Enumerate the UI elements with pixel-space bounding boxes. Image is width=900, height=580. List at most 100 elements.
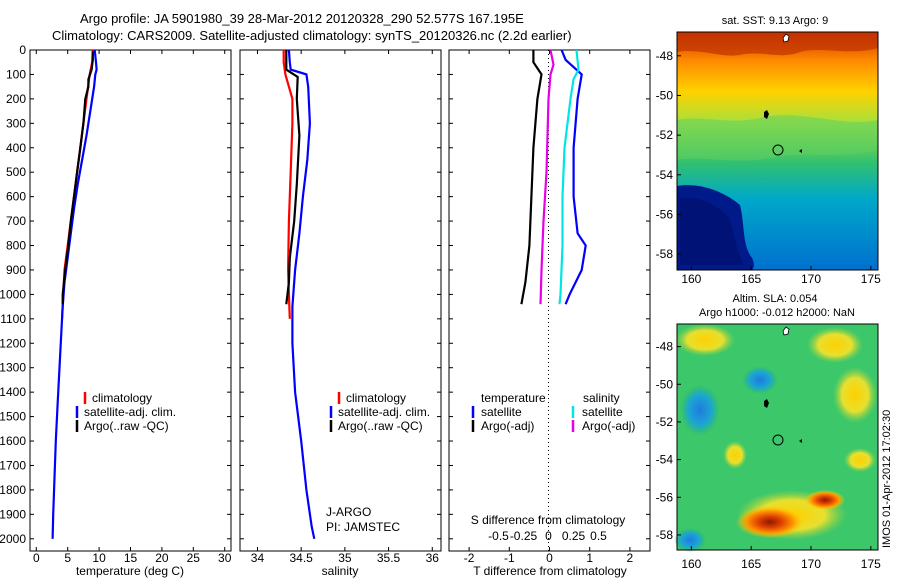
map-x-tick-label: 165 [741,557,761,571]
legend-label-satellite: satellite-adj. clim. [338,405,430,419]
map-y-tick-label: -54 [656,168,674,182]
sst-warm-band [677,32,878,56]
depth-tick-label: 1100 [0,312,26,326]
sst-island-marker [799,149,802,153]
legend-label-t-argo: Argo(-adj) [481,419,534,433]
temperature-x-axis: 0 5 10 15 20 25 30 [33,50,232,565]
series-line-satellite-adj-clim- [51,49,98,539]
difference-x-axis: -2 -1 0 1 2 -0.5 -0.25 0 0.25 0.5 [464,50,634,565]
salinity-axis-label: salinity [322,564,359,578]
map-x-tick-label: 175 [861,557,881,571]
sst-map-title: sat. SST: 9.13 Argo: 9 [722,15,828,27]
depth-tick-label: 2000 [0,532,26,546]
depth-tick-label: 600 [6,190,26,204]
s-difference-axis-label: S difference from climatology [471,513,626,527]
sla-blob [807,327,863,363]
depth-tick-label: 1500 [0,410,26,424]
s-diff-tick-label: 0.25 [562,529,586,543]
sla-high-anomaly [736,506,804,538]
map-y-tick-label: -56 [656,490,674,504]
map-y-tick-label: -52 [656,415,674,429]
x-tick-label: 5 [64,551,71,565]
s-diff-tick-label: -0.5 [488,529,509,543]
depth-tick-label: 1900 [0,507,26,521]
temperature-legend: climatology satellite-adj. clim. Argo(..… [75,391,176,433]
depth-tick-label: 1600 [0,434,26,448]
sla-blob [723,441,747,469]
float-program-label: J-ARGO [326,505,371,519]
map-y-tick-label: -50 [656,88,674,102]
x-tick-label: 1 [586,551,593,565]
sst-island-marker [764,110,769,119]
depth-tick-label: 800 [6,239,26,253]
depth-tick-label: 900 [6,263,26,277]
depth-tick-label: 200 [6,92,26,106]
x-tick-label: -2 [464,551,475,565]
map-y-tick-label: -58 [656,247,674,261]
series-line-salinity-argo-adj- [539,49,555,305]
sla-map-title-line1: Altim. SLA: 0.054 [733,293,818,305]
salinity-panel [239,49,442,552]
map-x-tick-label: 170 [801,272,821,286]
sst-map-axes: 160 165 170 175 -48 -50 -52 -54 -56 -58 [656,49,881,286]
s-diff-tick-label: -0.25 [510,529,538,543]
sst-map: sat. SST: 9.13 Argo: 9 160 165 170 175 -48 -5… [656,15,881,286]
x-tick-label: -1 [504,551,515,565]
temperature-panel [29,49,232,552]
sla-island-marker [799,439,802,443]
map-y-tick-label: -58 [656,528,674,542]
legend-label-satellite: satellite-adj. clim. [84,405,176,419]
sla-argo-position-marker [772,434,784,446]
map-x-tick-label: 170 [801,557,821,571]
sla-island-marker [764,399,769,408]
x-tick-label: 0 [33,551,40,565]
difference-panel [448,49,651,552]
depth-tick-label: 1300 [0,361,26,375]
figure-title-line2: Climatology: CARS2009. Satellite-adjuste… [52,28,572,43]
legend-label-s-satellite: satellite [582,405,623,419]
series-line-satellite-adj-clim- [287,49,316,540]
imos-timestamp: IMOS 01-Apr-2012 17:02:30 [881,410,893,548]
float-pi-label: PI: JAMSTEC [326,520,400,534]
sst-island-marker [782,33,790,43]
depth-tick-label: 1700 [0,458,26,472]
x-tick-label: 36 [426,551,440,565]
depth-tick-label: 0 [19,43,26,57]
legend-title-temperature: temperature [481,391,546,405]
sla-map-frame [676,323,879,551]
sst-cold-core [680,197,744,265]
legend-label-argo: Argo(..raw -QC) [84,419,169,433]
sst-map-frame [676,31,879,271]
x-tick-label: 34 [251,551,265,565]
map-x-tick-label: 160 [681,272,701,286]
x-tick-label: 10 [92,551,106,565]
figure-title-line1: Argo profile: JA 5901980_39 28-Mar-2012 … [80,11,524,26]
difference-legend: temperature satellite Argo(-adj) salinit… [471,391,635,433]
depth-tick-label: 100 [6,67,26,81]
legend-label-climatology: climatology [92,391,152,405]
salinity-x-axis: 34 34.5 35 35.5 36 [251,50,439,565]
x-tick-label: 2 [627,551,634,565]
s-diff-tick-label: 0 [545,529,552,543]
depth-tick-label: 700 [6,214,26,228]
map-y-tick-label: -54 [656,453,674,467]
depth-tick-label: 1800 [0,483,26,497]
sla-low-anomaly [680,384,720,436]
legend-label-s-argo: Argo(-adj) [582,419,635,433]
sst-argo-position-marker [772,144,784,156]
legend-label-argo: Argo(..raw -QC) [338,419,423,433]
map-y-tick-label: -48 [656,340,674,354]
s-diff-tick-label: 0.5 [590,529,607,543]
legend-label-t-satellite: satellite [481,405,522,419]
x-tick-label: 15 [124,551,138,565]
sla-island-marker [782,326,790,336]
depth-tick-label: 300 [6,116,26,130]
sla-blob [675,324,735,356]
depth-tick-label: 1000 [0,287,26,301]
x-tick-label: 35 [338,551,352,565]
profile-lines [51,49,587,540]
sla-low-anomaly [674,528,706,552]
x-tick-label: 0 [546,551,553,565]
map-x-tick-label: 160 [681,557,701,571]
